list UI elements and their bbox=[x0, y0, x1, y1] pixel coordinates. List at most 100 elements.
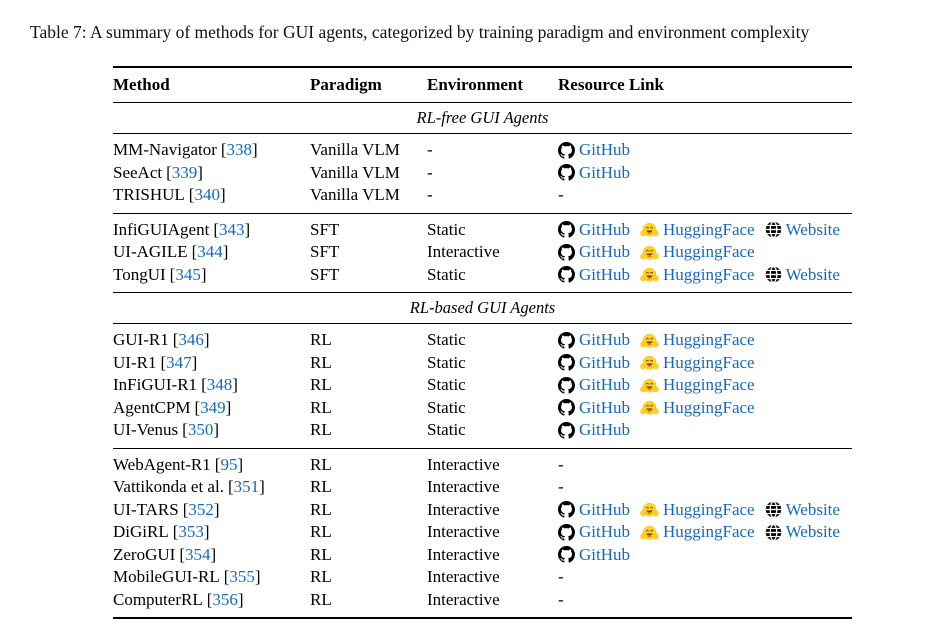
table-row: UI-AGILE344 SFT Interactive GitHub Huggi… bbox=[113, 241, 852, 264]
github-link[interactable]: GitHub bbox=[558, 352, 630, 375]
method-name: ComputerRL bbox=[113, 589, 203, 609]
citation-link[interactable]: 350 bbox=[182, 420, 219, 439]
paradigm-cell: RL bbox=[310, 454, 332, 474]
paradigm-cell: RL bbox=[310, 567, 332, 586]
github-link[interactable]: GitHub bbox=[558, 499, 630, 522]
huggingface-icon bbox=[640, 501, 659, 520]
citation-link[interactable]: 356 bbox=[207, 590, 244, 609]
huggingface-icon bbox=[640, 524, 659, 543]
huggingface-link[interactable]: HuggingFace bbox=[640, 521, 755, 544]
huggingface-link[interactable]: HuggingFace bbox=[640, 219, 755, 242]
table-row: TRISHUL340 Vanilla VLM - - bbox=[113, 184, 852, 207]
citation-link[interactable]: 338 bbox=[221, 140, 258, 159]
github-link[interactable]: GitHub bbox=[558, 397, 630, 420]
method-cell: UI-Venus350 bbox=[113, 419, 310, 442]
table-row: UI-TARS352 RL Interactive GitHub Hugging… bbox=[113, 499, 852, 522]
github-icon bbox=[558, 142, 575, 159]
table-row: AgentCPM349 RL Static GitHub HuggingFace bbox=[113, 397, 852, 420]
github-link[interactable]: GitHub bbox=[558, 521, 630, 544]
environment-cell: Static bbox=[427, 420, 466, 439]
globe-icon bbox=[765, 524, 782, 541]
huggingface-link-label: HuggingFace bbox=[663, 397, 755, 417]
github-icon bbox=[558, 422, 575, 439]
citation-link[interactable]: 347 bbox=[160, 353, 197, 372]
section-label-rl-based: RL-based GUI Agents bbox=[113, 293, 852, 324]
github-link[interactable]: GitHub bbox=[558, 419, 630, 442]
huggingface-link[interactable]: HuggingFace bbox=[640, 352, 755, 375]
website-link-label: Website bbox=[785, 264, 840, 284]
citation-link[interactable]: 354 bbox=[179, 545, 216, 564]
website-link[interactable]: Website bbox=[765, 521, 840, 544]
huggingface-icon bbox=[640, 332, 659, 351]
github-link-label: GitHub bbox=[579, 375, 630, 394]
citation-link[interactable]: 340 bbox=[189, 185, 226, 204]
huggingface-link-label: HuggingFace bbox=[663, 352, 755, 372]
citation-link[interactable]: 346 bbox=[173, 330, 210, 349]
table-row: TongUI345 SFT Static GitHub HuggingFace … bbox=[113, 264, 852, 287]
paradigm-cell: RL bbox=[310, 589, 332, 609]
globe-icon bbox=[765, 221, 782, 238]
github-link[interactable]: GitHub bbox=[558, 219, 630, 242]
method-name: ZeroGUI bbox=[113, 544, 176, 564]
table-row: InfiGUIAgent343 SFT Static GitHub Huggin… bbox=[113, 219, 852, 242]
github-link[interactable]: GitHub bbox=[558, 329, 630, 352]
paradigm-cell: RL bbox=[310, 420, 332, 439]
github-icon bbox=[558, 501, 575, 518]
website-link[interactable]: Website bbox=[765, 264, 840, 287]
github-icon bbox=[558, 164, 575, 181]
row-group-rl-static: GUI-R1346 RL Static GitHub HuggingFace U… bbox=[113, 324, 852, 449]
citation-link[interactable]: 355 bbox=[224, 567, 261, 586]
huggingface-link[interactable]: HuggingFace bbox=[640, 241, 755, 264]
method-cell: DiGiRL353 bbox=[113, 521, 310, 544]
website-link[interactable]: Website bbox=[765, 499, 840, 522]
citation-link[interactable]: 353 bbox=[173, 522, 210, 541]
resource-cell: GitHub HuggingFace Website bbox=[558, 219, 852, 242]
citation-link[interactable]: 345 bbox=[170, 265, 207, 284]
paradigm-cell: RL bbox=[310, 375, 332, 394]
column-header-paradigm: Paradigm bbox=[310, 75, 382, 94]
huggingface-icon bbox=[640, 377, 659, 396]
method-name: TRISHUL bbox=[113, 185, 185, 204]
huggingface-link[interactable]: HuggingFace bbox=[640, 397, 755, 420]
resource-cell: - bbox=[558, 454, 852, 477]
citation-link[interactable]: 339 bbox=[166, 163, 203, 182]
table-row: UI-Venus350 RL Static GitHub bbox=[113, 419, 852, 442]
github-icon bbox=[558, 332, 575, 349]
huggingface-link[interactable]: HuggingFace bbox=[640, 374, 755, 397]
resource-cell: - bbox=[558, 184, 852, 207]
method-cell: GUI-R1346 bbox=[113, 329, 310, 352]
github-link[interactable]: GitHub bbox=[558, 162, 630, 185]
github-link[interactable]: GitHub bbox=[558, 374, 630, 397]
huggingface-link[interactable]: HuggingFace bbox=[640, 264, 755, 287]
website-link[interactable]: Website bbox=[765, 219, 840, 242]
row-group-vanilla-vlm: MM-Navigator338 Vanilla VLM - GitHub See… bbox=[113, 134, 852, 214]
github-icon bbox=[558, 354, 575, 371]
paradigm-cell: RL bbox=[310, 330, 332, 349]
method-cell: InfiGUIAgent343 bbox=[113, 219, 310, 242]
citation-link[interactable]: 95 bbox=[215, 455, 243, 474]
github-link[interactable]: GitHub bbox=[558, 544, 630, 567]
github-icon bbox=[558, 399, 575, 416]
environment-cell: Interactive bbox=[427, 589, 500, 609]
github-link-label: GitHub bbox=[579, 264, 630, 284]
citation-link[interactable]: 343 bbox=[213, 220, 250, 239]
method-name: UI-AGILE bbox=[113, 242, 188, 261]
environment-cell: Interactive bbox=[427, 499, 500, 519]
github-link[interactable]: GitHub bbox=[558, 241, 630, 264]
citation-link[interactable]: 351 bbox=[228, 477, 265, 496]
huggingface-icon bbox=[640, 399, 659, 418]
huggingface-link-label: HuggingFace bbox=[663, 219, 755, 239]
huggingface-link[interactable]: HuggingFace bbox=[640, 329, 755, 352]
github-link[interactable]: GitHub bbox=[558, 264, 630, 287]
website-link-label: Website bbox=[785, 522, 840, 541]
no-resource-marker: - bbox=[558, 477, 564, 496]
method-cell: SeeAct339 bbox=[113, 162, 310, 185]
citation-link[interactable]: 344 bbox=[192, 242, 229, 261]
paradigm-cell: Vanilla VLM bbox=[310, 162, 400, 182]
github-link[interactable]: GitHub bbox=[558, 139, 630, 162]
citation-link[interactable]: 349 bbox=[194, 398, 231, 417]
citation-link[interactable]: 348 bbox=[201, 375, 238, 394]
huggingface-link[interactable]: HuggingFace bbox=[640, 499, 755, 522]
citation-link[interactable]: 352 bbox=[183, 500, 220, 519]
method-name: UI-Venus bbox=[113, 420, 179, 439]
